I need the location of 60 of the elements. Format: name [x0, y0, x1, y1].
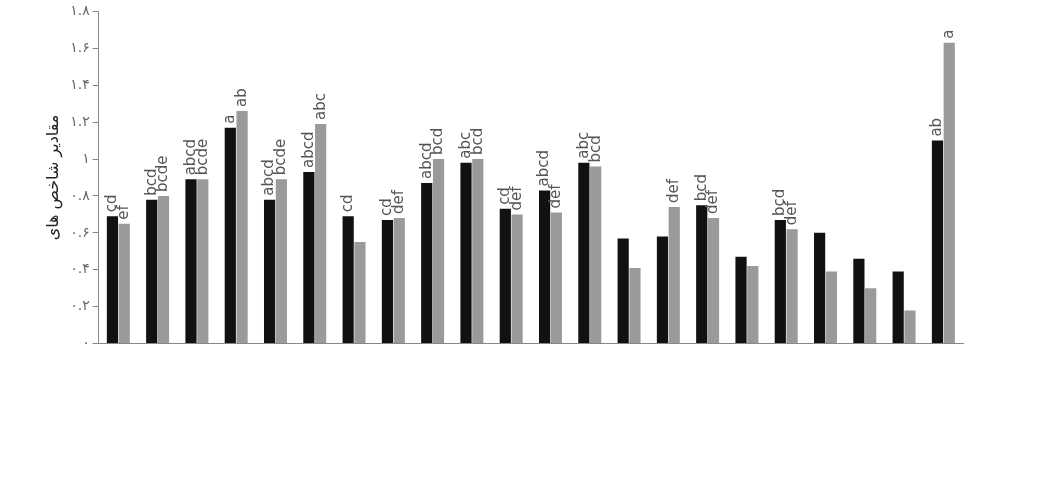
bar: [185, 179, 197, 344]
y-tick-label: ۰.۲: [70, 297, 90, 314]
bar: [354, 242, 366, 344]
bar: [931, 140, 944, 344]
bar: [735, 256, 747, 344]
bar: [865, 288, 877, 344]
bar: [656, 236, 669, 344]
data-label: a: [220, 114, 239, 124]
bar: [892, 271, 904, 344]
data-label: cd: [338, 194, 357, 213]
bar: [578, 162, 590, 344]
bar: [224, 127, 236, 344]
bar: [460, 162, 472, 344]
bar: [421, 183, 433, 344]
bar: [393, 218, 405, 344]
bar: [432, 159, 445, 344]
bar: [786, 229, 798, 344]
bar: [118, 223, 130, 344]
y-tick-label: ۱.۲: [70, 112, 90, 129]
y-tick-label: ۰.۸: [70, 186, 91, 203]
bar: [381, 219, 394, 344]
bar: [629, 267, 641, 344]
bar: [668, 207, 680, 344]
y-tick-label: ۱.۴: [70, 75, 90, 92]
y-axis-title: مقادیر شاخص های: [42, 114, 63, 241]
data-label: def: [664, 178, 683, 204]
bar: [814, 232, 826, 344]
bar: [825, 271, 837, 344]
bar: [315, 123, 327, 344]
bar: [617, 238, 629, 344]
bar: [550, 212, 562, 344]
data-label: ab: [927, 117, 946, 137]
y-tick-label: ۰.۶: [70, 223, 90, 240]
bar: [853, 258, 865, 344]
y-tick-label: ۰: [82, 334, 90, 351]
bar: [707, 218, 720, 344]
bar: [303, 171, 315, 344]
bar: [472, 159, 484, 344]
bar: [342, 216, 354, 344]
data-label: abc: [310, 93, 329, 120]
bar: [263, 199, 276, 344]
bar: [590, 166, 602, 344]
y-tick-label: ۱.۸: [70, 2, 91, 19]
y-tick-label: ۱.۶: [70, 38, 90, 55]
y-tick-label: ۱: [82, 149, 90, 166]
bar: [747, 266, 759, 344]
data-label: ab: [231, 88, 250, 108]
bar: [904, 310, 916, 344]
bar: [275, 179, 287, 344]
bar: [157, 195, 170, 344]
bar: [774, 219, 786, 344]
bar: [943, 42, 955, 344]
bar: [499, 208, 511, 344]
data-label: a: [939, 29, 958, 39]
y-tick-label: ۰.۴: [70, 260, 90, 277]
data-label: abcd: [298, 131, 317, 168]
bar: [146, 199, 158, 344]
bar: [197, 179, 209, 344]
bar: [236, 111, 248, 344]
bar: [511, 214, 523, 344]
